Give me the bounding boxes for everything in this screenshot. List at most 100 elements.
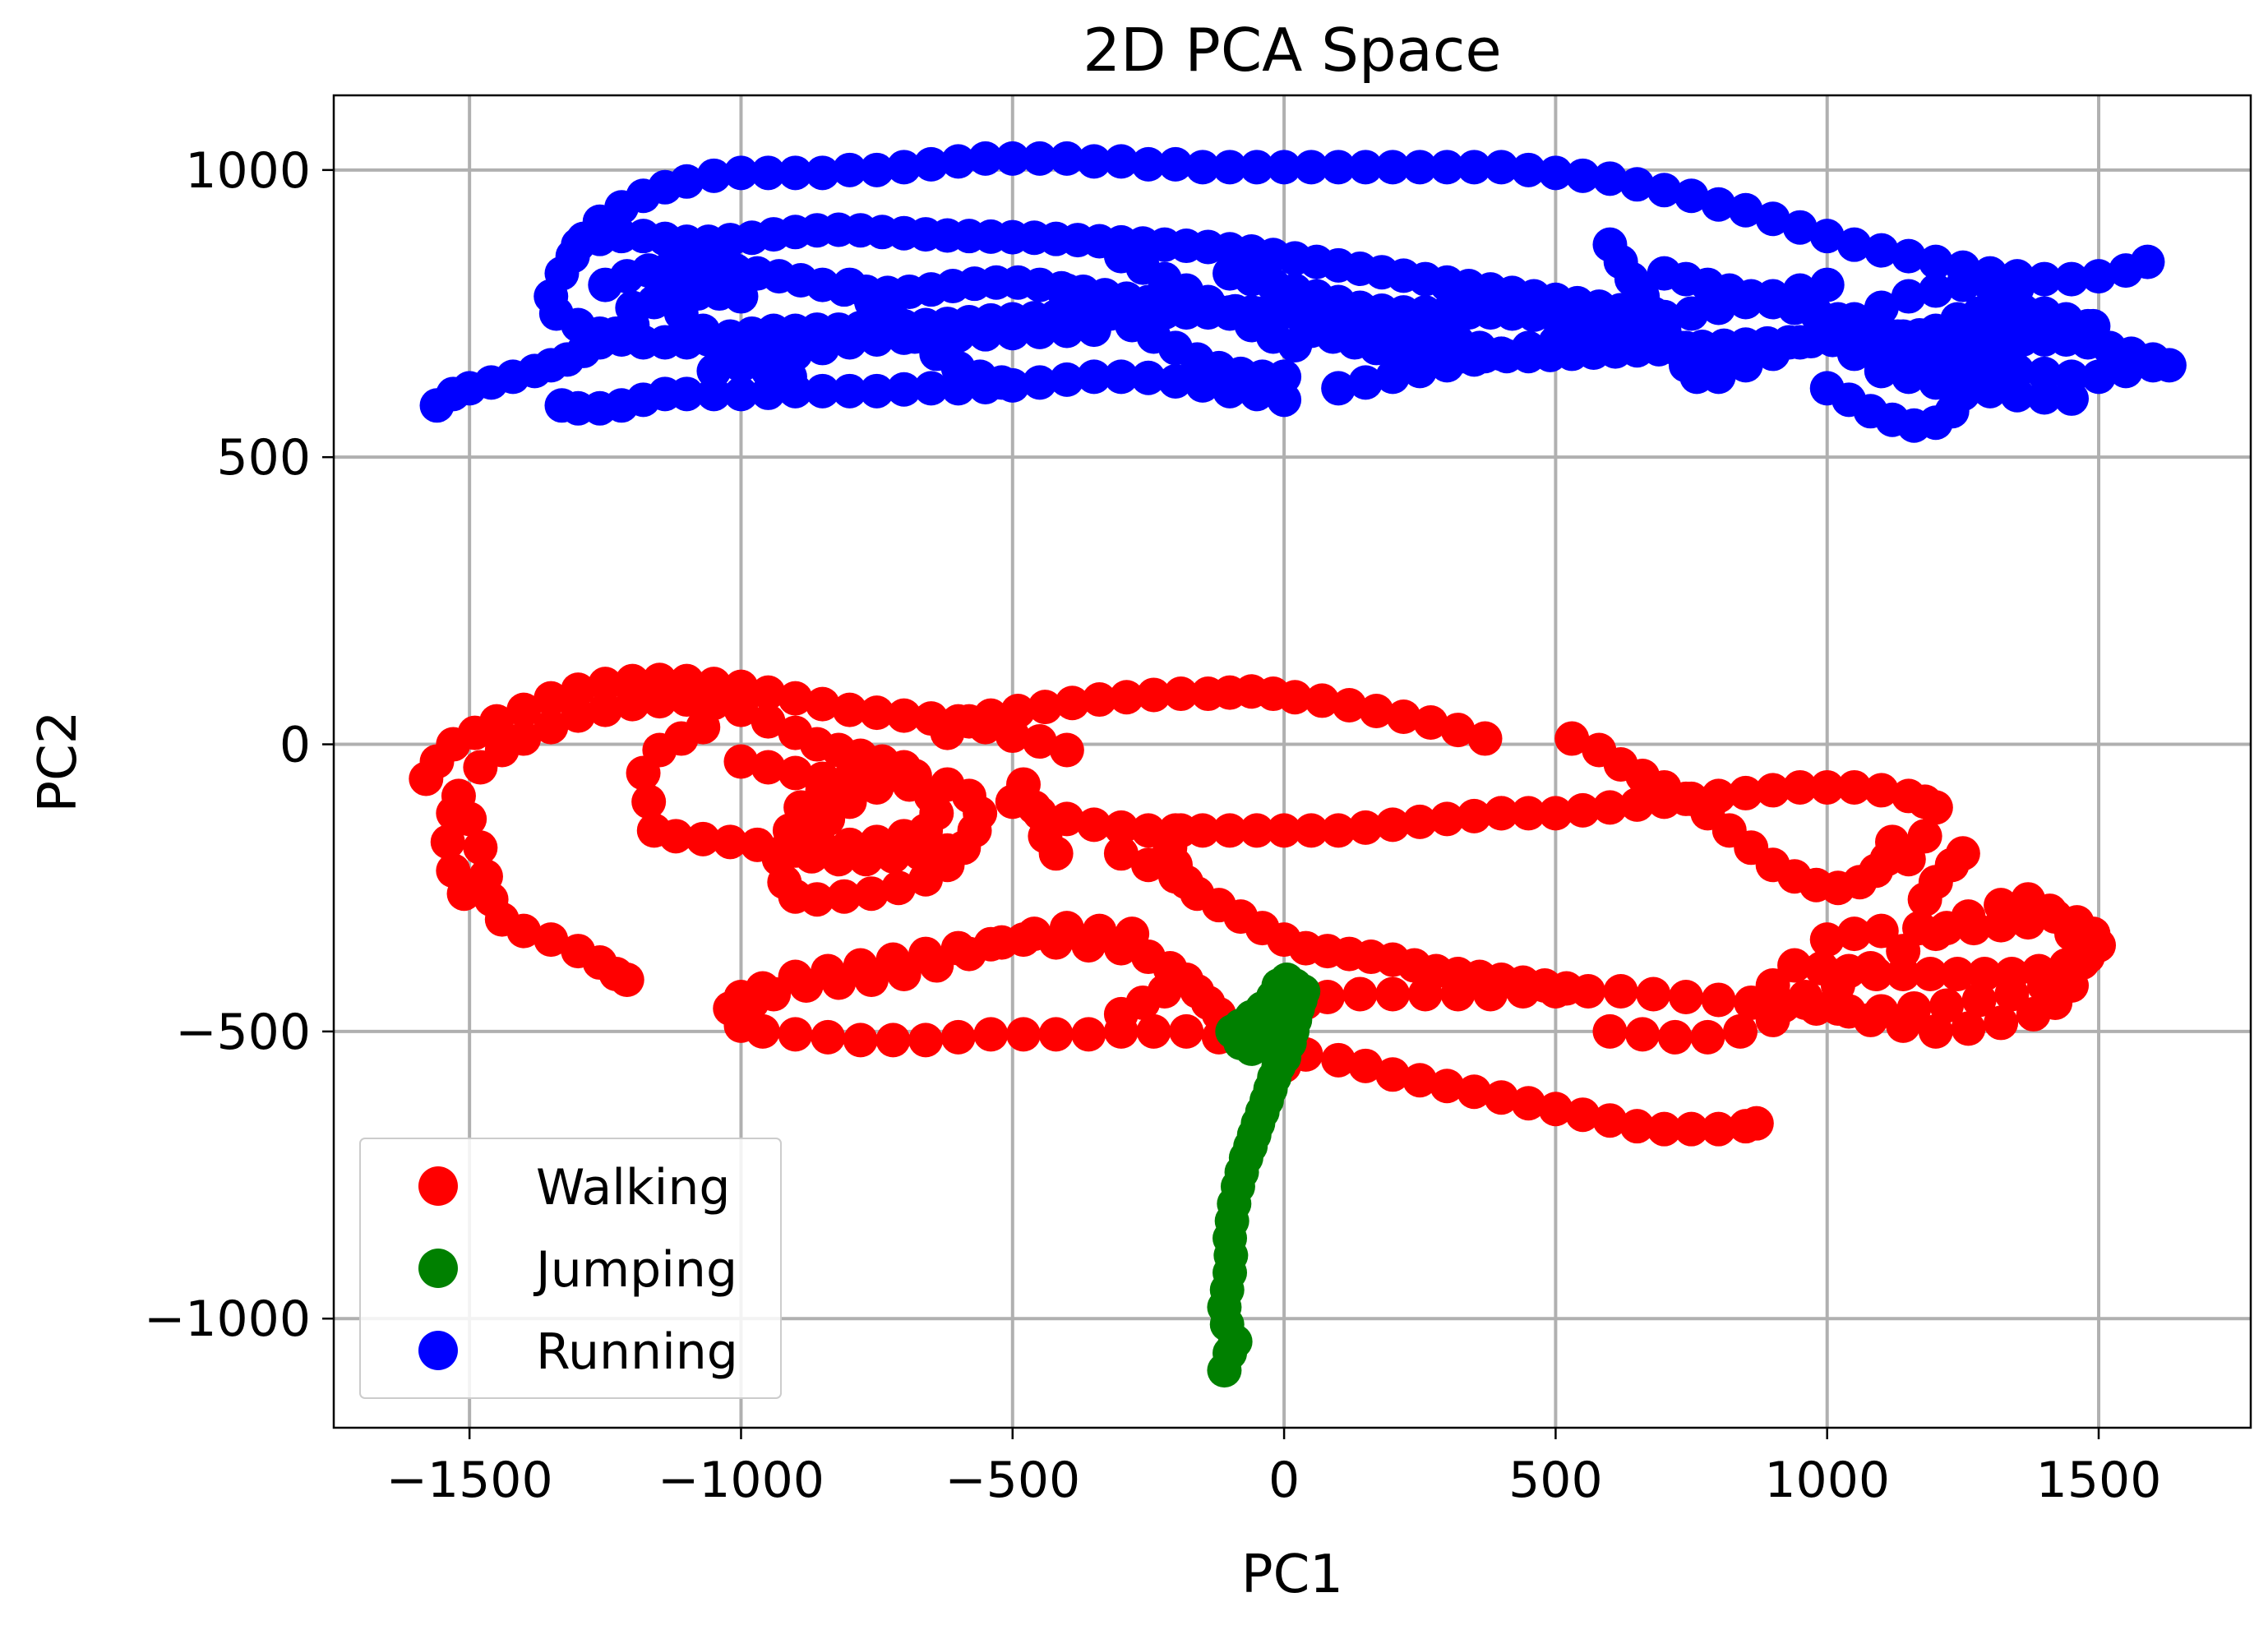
running-point <box>968 141 1003 176</box>
walking-point <box>1277 680 1313 715</box>
walking-point <box>1864 913 1899 949</box>
walking-point <box>1402 1063 1438 1098</box>
walking-point <box>561 698 596 733</box>
running-point <box>1728 192 1763 228</box>
running-point <box>1647 173 1682 208</box>
running-point <box>1972 350 2007 385</box>
running-point <box>2130 244 2165 279</box>
walking-point <box>1603 973 1638 1009</box>
walking-point <box>1375 976 1411 1012</box>
running-point <box>1782 325 1818 360</box>
walking-point <box>1723 1013 1758 1049</box>
running-point <box>1049 313 1084 349</box>
walking-point <box>1213 813 1248 848</box>
walking-point <box>859 824 894 860</box>
walking-point <box>1147 973 1182 1009</box>
walking-point <box>1554 721 1590 756</box>
running-point <box>1565 158 1601 193</box>
walking-point <box>1430 1069 1465 1104</box>
walking-point <box>1538 796 1573 831</box>
walking-point <box>1169 1013 1204 1049</box>
legend: Walking Jumping Running <box>359 1138 782 1399</box>
walking-point <box>973 698 1009 733</box>
walking-point <box>1413 704 1448 740</box>
walking-point <box>506 721 542 756</box>
running-point <box>2109 353 2144 389</box>
walking-point <box>1994 957 2030 992</box>
walking-point <box>1886 934 1921 969</box>
walking-point <box>1940 957 1975 992</box>
running-point <box>1891 342 1926 377</box>
walking-point <box>2011 882 2046 917</box>
walking-point <box>1115 916 1150 952</box>
walking-point <box>1038 1017 1074 1052</box>
running-point <box>886 372 922 407</box>
running-point <box>1213 150 1248 185</box>
running-point <box>1918 244 1953 279</box>
walking-point <box>1668 979 1703 1014</box>
walking-point <box>1457 798 1492 833</box>
walking-point <box>1136 677 1171 713</box>
running-point <box>2081 259 2117 294</box>
running-point <box>723 376 759 412</box>
walking-point <box>1467 721 1503 756</box>
walking-point <box>1951 899 1986 935</box>
running-point <box>2026 356 2062 391</box>
running-point <box>723 155 759 191</box>
y-axis-label: PC2 <box>28 711 89 813</box>
walking-point <box>1809 769 1845 805</box>
running-point <box>1619 167 1655 202</box>
walking-point <box>778 681 813 716</box>
walking-point <box>892 767 927 802</box>
walking-point <box>1864 773 1899 808</box>
running-point <box>1999 377 2035 413</box>
running-point <box>1999 353 2035 389</box>
walking-point <box>723 692 759 727</box>
walking-point <box>756 976 792 1012</box>
x-tick-label: −1500 <box>386 1452 553 1509</box>
running-point <box>1782 210 1818 245</box>
running-point <box>1430 150 1465 185</box>
running-point <box>859 373 894 409</box>
walking-point <box>1961 982 1997 1018</box>
walking-point <box>1348 1048 1383 1083</box>
walking-point <box>1836 916 1872 952</box>
walking-point <box>2065 945 2100 981</box>
walking-point <box>751 750 786 785</box>
walking-point <box>1886 1008 1921 1043</box>
jumping-point <box>1275 990 1310 1026</box>
walking-point <box>1484 1080 1519 1115</box>
legend-marker-walking <box>418 1166 458 1206</box>
running-point <box>1674 296 1709 331</box>
running-point <box>1076 359 1111 395</box>
walking-point <box>1592 1013 1628 1049</box>
walking-point <box>1853 1002 1888 1037</box>
walking-point <box>506 913 542 949</box>
walking-point <box>751 704 786 739</box>
walking-point <box>1511 1086 1546 1121</box>
walking-point <box>1984 888 2019 923</box>
walking-point <box>1136 1013 1171 1049</box>
walking-point <box>886 957 922 992</box>
walking-point <box>1342 976 1378 1012</box>
walking-point <box>778 1017 813 1052</box>
legend-box <box>359 1138 782 1399</box>
walking-point <box>1755 773 1790 808</box>
walking-point <box>1619 1109 1655 1144</box>
running-point <box>1538 155 1573 191</box>
running-point <box>832 152 867 187</box>
walking-point <box>1913 957 1948 992</box>
walking-point <box>1755 967 1790 1003</box>
walking-point <box>1430 801 1465 837</box>
scatter-points <box>409 141 2187 1388</box>
walking-point <box>854 876 889 912</box>
running-point <box>2070 308 2105 344</box>
running-point <box>1864 339 1899 374</box>
running-point <box>1402 150 1438 185</box>
running-point <box>859 152 894 187</box>
series-walking <box>409 662 2117 1147</box>
walking-point <box>2021 953 2057 989</box>
running-point <box>995 316 1030 351</box>
running-point <box>1157 363 1193 399</box>
running-point <box>1240 150 1275 185</box>
